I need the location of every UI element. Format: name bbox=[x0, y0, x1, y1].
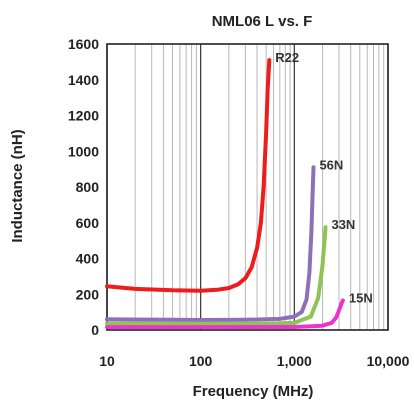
series-lines bbox=[105, 58, 345, 330]
x-axis-tick-labels: 10 100 1,000 10,000 bbox=[99, 353, 409, 369]
y-tick-label: 1600 bbox=[68, 36, 99, 52]
x-axis-label: Frequency (MHz) bbox=[193, 383, 314, 400]
series-labels: R22 56N 33N 15N bbox=[275, 50, 372, 305]
major-grid bbox=[106, 44, 389, 330]
plot-area bbox=[106, 43, 389, 331]
y-tick-label: 600 bbox=[76, 215, 100, 231]
x-tick-label: 10 bbox=[99, 353, 115, 369]
y-tick-label: 0 bbox=[91, 322, 99, 338]
x-tick-label: 100 bbox=[189, 353, 213, 369]
y-tick-label: 1000 bbox=[68, 143, 99, 159]
series-line-r22 bbox=[105, 58, 272, 293]
y-tick-label: 400 bbox=[76, 251, 100, 267]
series-line-33n bbox=[105, 225, 328, 326]
y-tick-label: 800 bbox=[76, 179, 100, 195]
series-label-r22: R22 bbox=[275, 50, 299, 65]
x-tick-label: 10,000 bbox=[367, 353, 410, 369]
y-tick-label: 1400 bbox=[68, 72, 99, 88]
y-tick-label: 200 bbox=[76, 286, 100, 302]
series-line-15n bbox=[105, 298, 345, 330]
minor-grid bbox=[134, 44, 385, 330]
series-label-56n: 56N bbox=[319, 157, 343, 172]
y-axis-label: Inductance (nH) bbox=[9, 129, 26, 242]
series-label-33n: 33N bbox=[331, 217, 355, 232]
x-tick-label: 1,000 bbox=[277, 353, 312, 369]
y-tick-label: 1200 bbox=[68, 108, 99, 124]
series-label-15n: 15N bbox=[349, 291, 373, 306]
series-line-56n bbox=[105, 165, 316, 322]
chart-title: NML06 L vs. F bbox=[212, 13, 313, 30]
y-axis-tick-labels: 0 200 400 600 800 1000 1200 1400 1600 bbox=[68, 36, 99, 338]
